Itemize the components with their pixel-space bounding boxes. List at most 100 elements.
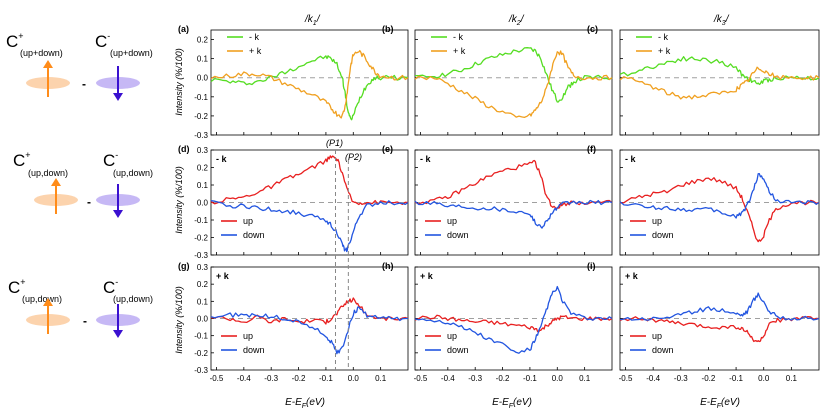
series-line-down xyxy=(210,306,408,355)
y-tick-label: 0.2 xyxy=(197,164,209,173)
schematic-dash: - xyxy=(87,195,91,209)
x-tick-label: -0.5 xyxy=(210,374,224,383)
blue-arrowhead-icon xyxy=(113,330,123,338)
panel-d: 0.3 0.2 0.1 0.0 -0.1 -0.2 -0.3 (d) - k up down xyxy=(178,144,409,260)
x-axis-title-col-3: E-EF(eV) xyxy=(700,397,740,410)
y-tick-label: 0.1 xyxy=(197,55,209,64)
orange-arrowhead-icon xyxy=(51,178,61,186)
schematic-sub-plus: (up,down) xyxy=(28,168,68,178)
y-tick-label: -0.2 xyxy=(194,234,208,243)
y-tick-label: 0.0 xyxy=(197,315,209,324)
col-title-2: /k2/ xyxy=(508,14,525,27)
x-tick-label: -0.1 xyxy=(523,374,537,383)
x-tick-label: -0.1 xyxy=(729,374,743,383)
legend-label: up xyxy=(652,331,662,341)
p1-label: (P1) xyxy=(326,138,343,148)
legend-label: - k xyxy=(453,32,463,42)
schematic-row-3: C+ (up,down) C- (up,down) - xyxy=(8,277,153,338)
schematic-c-plus: C+ xyxy=(8,277,26,297)
legend-label: down xyxy=(652,345,674,355)
series-line-down xyxy=(210,200,409,253)
x-tick-label: -0.4 xyxy=(441,374,455,383)
series-line-up xyxy=(414,159,613,210)
legend-label: down xyxy=(243,230,265,240)
series-line-up xyxy=(414,314,613,333)
panel-label: (g) xyxy=(178,261,190,271)
x-tick-label: 0.1 xyxy=(786,374,798,383)
x-tick-label: 0.0 xyxy=(552,374,564,383)
panel-frame xyxy=(619,29,820,136)
y-tick-label: 0.3 xyxy=(197,146,209,155)
y-tick-label: -0.3 xyxy=(194,131,208,140)
x-tick-label: -0.3 xyxy=(674,374,688,383)
y-tick-label: 0.0 xyxy=(197,74,209,83)
schematic-sub-plus: (up,down) xyxy=(22,294,62,304)
x-tick-label: -0.2 xyxy=(496,374,510,383)
series-line-k xyxy=(415,47,613,103)
series-line-k xyxy=(619,66,820,100)
schematic-dash: - xyxy=(82,77,86,91)
series-line-down xyxy=(414,285,613,354)
series-line-up xyxy=(210,155,409,206)
panel-label: (d) xyxy=(178,144,190,154)
blue-arrowhead-icon xyxy=(113,93,123,101)
panel-label: (c) xyxy=(587,24,598,34)
series-line-up xyxy=(619,177,820,243)
panel-label: (a) xyxy=(178,24,189,34)
schematic-sub-minus: (up,down) xyxy=(113,294,153,304)
y-tick-label: -0.1 xyxy=(194,216,208,225)
schematic-dash: - xyxy=(83,314,87,328)
panel-inset-label: - k xyxy=(625,154,636,164)
col-title-1: /k1/ xyxy=(304,14,321,27)
y-tick-label: -0.3 xyxy=(194,366,208,375)
x-tick-label: -0.5 xyxy=(414,374,428,383)
y-tick-label: -0.2 xyxy=(194,112,208,121)
series-line-k xyxy=(414,50,613,119)
schematic-sub-plus: (up+down) xyxy=(20,48,63,58)
panel-inset-label: - k xyxy=(216,154,227,164)
schematic-sub-minus: (up+down) xyxy=(110,48,153,58)
legend-label: + k xyxy=(658,46,671,56)
panel-inset-label: + k xyxy=(420,271,434,281)
panel-inset-label: + k xyxy=(625,271,639,281)
legend-label: + k xyxy=(249,46,262,56)
legend-label: - k xyxy=(249,32,259,42)
x-tick-label: -0.2 xyxy=(292,374,306,383)
y-axis-title-row-2: Intensity (%/100) xyxy=(174,166,184,234)
y-tick-label: 0.1 xyxy=(197,297,209,306)
panel-label: (f) xyxy=(587,144,596,154)
panel-inset-label: + k xyxy=(216,271,230,281)
series-line-k xyxy=(210,55,409,121)
orange-arrowhead-icon xyxy=(43,60,53,68)
legend-label: + k xyxy=(453,46,466,56)
series-line-down xyxy=(619,172,820,219)
panels: 0.20.10.0-0.1-0.2-0.3(a)- k+ k(b)- k+ k(… xyxy=(178,24,820,383)
panel-g: 0.30.20.10.0-0.1-0.2-0.3-0.5 -0.4 -0.3 -0.2… xyxy=(178,261,409,383)
panel-b: (b) - k + k xyxy=(382,24,613,136)
legend-label: - k xyxy=(658,32,668,42)
legend-label: down xyxy=(243,345,265,355)
legend-label: up xyxy=(652,216,662,226)
schematic-c-minus: C- xyxy=(103,150,118,170)
blue-arrowhead-icon xyxy=(113,210,123,218)
panel-frame xyxy=(210,29,409,136)
series-line-up xyxy=(619,315,820,343)
panel-label: (b) xyxy=(382,24,394,34)
y-tick-label: -0.2 xyxy=(194,349,208,358)
panel-a: 0.2 0.1 0.0 -0.1 -0.2 -0.3 (a) - k + k xyxy=(178,24,409,140)
series-line-k xyxy=(619,56,820,86)
x-tick-label: 0.0 xyxy=(348,374,360,383)
panel-e: (e) - k up down xyxy=(382,144,613,256)
panel-i: -0.5 -0.4 -0.3 -0.2 -0.1 0.0 0.1 (i) + k up down xyxy=(587,261,820,383)
series-line-down xyxy=(619,292,820,321)
panel-h: -0.5 -0.4 -0.3 -0.2 -0.1 0.0 0.1 (h) + k up down xyxy=(382,261,613,383)
schematic-c-minus: C- xyxy=(95,31,110,51)
panel-f: (f) - k up down xyxy=(587,144,820,256)
y-tick-label: 0.3 xyxy=(197,263,209,272)
legend-label: down xyxy=(447,345,469,355)
legend-label: up xyxy=(243,331,253,341)
legend-label: up xyxy=(243,216,253,226)
y-axis-title-row-3: Intensity (%/100) xyxy=(174,286,184,354)
series-line-up xyxy=(210,297,409,325)
